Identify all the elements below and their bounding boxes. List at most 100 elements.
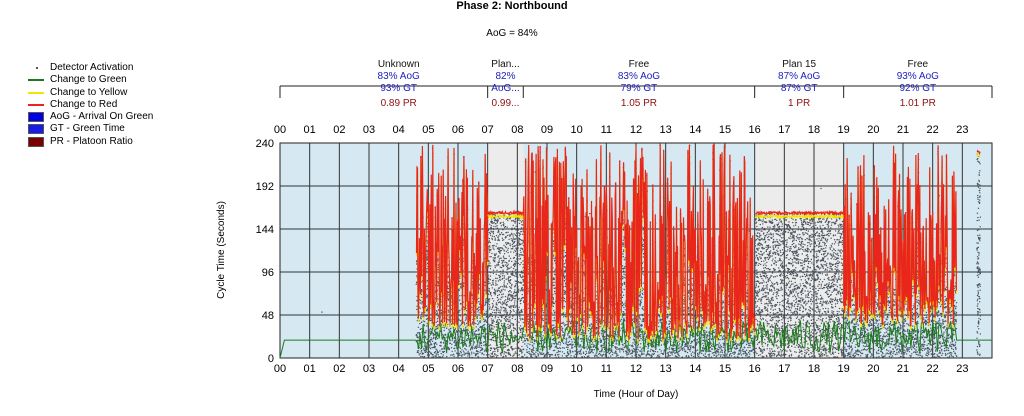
detector-point: [519, 325, 522, 327]
detector-point: [530, 356, 533, 358]
detector-point: [453, 355, 455, 358]
detector-point: [499, 314, 501, 317]
detector-point: [512, 247, 514, 249]
detector-point: [479, 351, 481, 353]
detector-point: [464, 347, 466, 350]
detector-point: [484, 284, 486, 287]
detector-point: [516, 320, 518, 322]
detector-point: [459, 350, 462, 353]
detector-point: [611, 349, 613, 351]
detector-point: [515, 352, 517, 355]
detector-point: [519, 313, 521, 316]
detector-point: [490, 318, 493, 320]
detector-point: [553, 290, 556, 293]
detector-point: [492, 247, 494, 249]
detector-point: [530, 326, 533, 329]
detector-point: [436, 327, 439, 330]
detector-point: [492, 257, 494, 259]
detector-point: [451, 343, 453, 345]
detector-point: [458, 311, 460, 314]
detector-point: [522, 267, 524, 269]
detector-point: [599, 350, 601, 353]
detector-point: [510, 296, 512, 298]
detector-point: [494, 340, 496, 342]
detector-point: [527, 323, 529, 325]
detector-point: [490, 230, 492, 232]
detector-point: [431, 333, 433, 335]
detector-point: [622, 278, 624, 280]
detector-point: [533, 340, 536, 342]
detector-point: [500, 249, 502, 252]
detector-point: [564, 266, 566, 268]
detector-point: [488, 248, 490, 250]
detector-point: [511, 348, 514, 350]
detector-point: [527, 288, 529, 290]
detector-point: [511, 220, 513, 222]
detector-point: [513, 297, 515, 300]
detector-point: [533, 316, 536, 318]
detector-point: [483, 344, 485, 346]
detector-point: [532, 347, 535, 349]
detector-point: [524, 335, 526, 337]
detector-point: [460, 282, 462, 285]
detector-point: [459, 324, 461, 327]
detector-point: [426, 296, 428, 298]
legend-item-pr: PR - Platoon Ratio: [22, 136, 202, 148]
detector-point: [564, 269, 567, 271]
detector-point: [440, 341, 442, 343]
detector-point: [490, 256, 492, 258]
detector-point: [504, 286, 506, 288]
detector-point: [436, 343, 438, 345]
detector-point: [558, 341, 561, 343]
detector-point: [574, 345, 576, 348]
legend-line-icon: [28, 103, 44, 106]
detector-point: [505, 308, 507, 310]
detector-point: [514, 318, 516, 320]
detector-point: [487, 306, 489, 308]
detector-point: [437, 320, 439, 322]
detector-point: [586, 352, 588, 354]
detector-point: [504, 315, 507, 318]
detector-point: [490, 356, 492, 358]
detector-point: [443, 327, 446, 329]
detector-point: [563, 313, 565, 315]
detector-point: [458, 329, 460, 332]
detector-point: [496, 222, 499, 224]
detector-point: [519, 302, 522, 305]
detector-point: [515, 220, 517, 223]
detector-point: [428, 344, 430, 346]
detector-point: [508, 260, 510, 262]
detector-point: [534, 321, 536, 323]
detector-point: [489, 344, 492, 346]
detector-point: [514, 297, 516, 300]
detector-point: [563, 298, 566, 300]
detector-point: [496, 304, 498, 306]
detector-point: [501, 237, 503, 239]
detector-point: [490, 225, 492, 227]
detector-point: [511, 317, 513, 320]
detector-point: [458, 289, 460, 291]
detector-point: [515, 261, 517, 263]
detector-point: [448, 331, 450, 334]
detector-point: [510, 266, 512, 268]
detector-point: [569, 349, 571, 351]
detector-point: [483, 312, 485, 315]
detector-point: [489, 232, 492, 235]
detector-point: [537, 353, 539, 355]
detector-point: [597, 348, 599, 351]
detector-point: [435, 342, 437, 344]
detector-point: [579, 344, 582, 346]
detector-point: [478, 333, 480, 335]
detector-point: [491, 238, 494, 241]
detector-point: [501, 323, 503, 325]
detector-point: [596, 319, 598, 322]
detector-point: [511, 305, 513, 307]
chart-legend: Detector Activation Change to Green Change…: [22, 62, 202, 148]
detector-point: [514, 260, 516, 262]
detector-point: [509, 290, 511, 292]
detector-point: [471, 322, 474, 324]
detector-point: [512, 327, 515, 329]
detector-point: [517, 219, 519, 221]
detector-point: [505, 264, 507, 266]
detector-point: [500, 336, 503, 338]
